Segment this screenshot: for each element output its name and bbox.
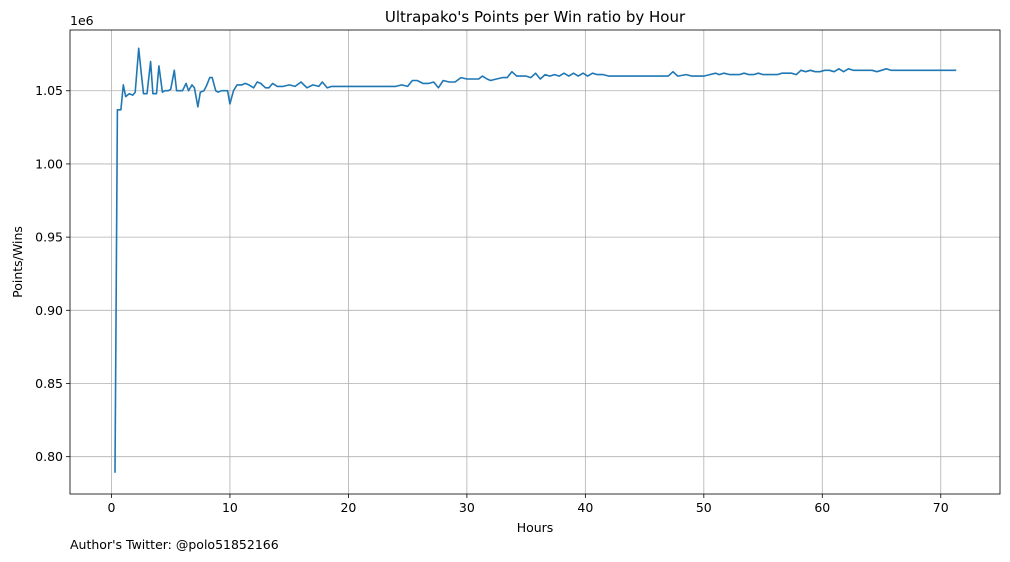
x-tick-label: 70 [933,500,949,515]
chart-title: Ultrapako's Points per Win ratio by Hour [385,8,686,26]
x-tick-label: 40 [577,500,593,515]
x-tick-label: 50 [696,500,712,515]
y-tick-label: 1.00 [35,156,63,171]
grid-lines [70,30,1000,494]
chart: 0 10 20 30 40 50 60 700.800.850.900.951.001.05 … [10,8,1001,535]
y-tick-label: 0.90 [35,303,63,318]
x-tick-label: 20 [340,500,356,515]
x-tick-label: 10 [222,500,238,515]
y-tick-label: 0.95 [35,230,63,245]
x-tick-label: 60 [814,500,830,515]
x-axis-label: Hours [517,520,554,535]
y-tick-label: 1.05 [35,83,63,98]
y-tick-label: 0.85 [35,376,63,391]
series-line [114,47,957,473]
y-offset-text: 1e6 [70,13,94,28]
x-tick-label: 30 [459,500,475,515]
y-tick-label: 0.80 [35,449,63,464]
author-credit: Author's Twitter: @polo51852166 [70,537,279,552]
axis-ticks: 0 10 20 30 40 50 60 70 0.80 0.85 0.90 0.95 1.00 1.05 [35,83,949,515]
x-tick-label: 0 [107,500,115,515]
plot-frame [69,29,1001,495]
y-axis-label: Points/Wins [10,226,25,298]
